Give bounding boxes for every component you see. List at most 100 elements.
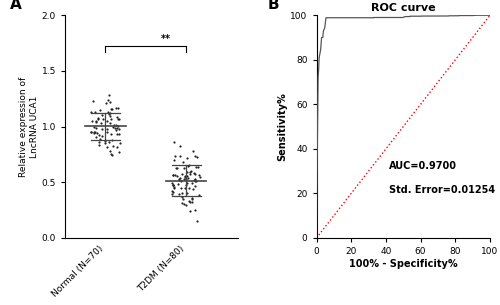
Point — [94, 117, 102, 122]
Point — [98, 127, 106, 131]
Point — [177, 179, 185, 184]
Point — [110, 124, 118, 129]
Point — [113, 126, 121, 131]
Point — [110, 122, 118, 127]
Point — [188, 181, 196, 186]
Point — [183, 180, 191, 185]
Point — [188, 199, 196, 204]
Point — [108, 138, 116, 142]
Point — [180, 165, 188, 170]
Point — [98, 133, 106, 138]
Point — [182, 174, 190, 179]
Point — [106, 99, 114, 104]
Point — [174, 177, 182, 181]
Point — [96, 107, 104, 112]
Point — [114, 117, 122, 122]
Point — [175, 192, 183, 197]
Point — [176, 154, 184, 159]
Point — [112, 131, 120, 136]
Point — [172, 174, 180, 178]
Point — [94, 116, 102, 121]
Point — [108, 152, 116, 157]
Point — [182, 176, 190, 181]
Point — [186, 200, 194, 205]
Point — [194, 155, 202, 160]
Point — [188, 197, 196, 202]
Point — [172, 165, 180, 170]
Point — [178, 200, 186, 205]
Point — [196, 173, 203, 178]
Point — [101, 141, 109, 146]
Point — [98, 120, 106, 125]
Point — [170, 157, 178, 162]
Point — [90, 131, 98, 135]
Point — [168, 183, 176, 188]
Point — [106, 149, 114, 154]
Point — [90, 125, 98, 130]
Point — [94, 140, 102, 145]
Point — [92, 135, 100, 140]
Point — [102, 138, 110, 143]
Point — [107, 152, 115, 156]
Point — [115, 149, 123, 154]
Point — [96, 132, 104, 137]
Point — [108, 106, 116, 111]
Point — [106, 110, 114, 115]
Title: ROC curve: ROC curve — [371, 3, 436, 13]
Point — [182, 174, 190, 178]
Point — [88, 129, 96, 134]
Point — [186, 198, 194, 203]
Point — [184, 163, 192, 168]
Point — [112, 128, 120, 133]
Point — [178, 190, 186, 195]
Point — [87, 129, 95, 134]
Point — [107, 132, 115, 137]
Point — [182, 174, 190, 178]
Point — [180, 177, 188, 181]
Text: B: B — [268, 0, 280, 13]
Point — [186, 168, 194, 173]
Point — [112, 114, 120, 119]
Point — [91, 109, 99, 114]
Point — [104, 97, 112, 102]
Point — [94, 131, 102, 135]
Point — [96, 136, 104, 141]
Point — [191, 178, 199, 183]
Point — [95, 143, 103, 148]
Point — [184, 156, 192, 161]
Point — [190, 170, 198, 175]
Point — [174, 181, 182, 186]
Point — [190, 172, 198, 177]
Point — [190, 207, 198, 212]
Point — [178, 186, 186, 191]
Point — [190, 178, 198, 182]
Point — [104, 129, 112, 134]
Point — [114, 106, 122, 110]
Text: Std. Error=0.01254: Std. Error=0.01254 — [390, 185, 496, 196]
Point — [188, 148, 196, 153]
Point — [103, 118, 111, 123]
Point — [176, 178, 184, 183]
Point — [186, 209, 194, 213]
Point — [90, 98, 98, 103]
Point — [105, 93, 113, 98]
Point — [184, 176, 192, 181]
Point — [180, 202, 188, 206]
Point — [188, 196, 196, 201]
Point — [178, 194, 186, 199]
Point — [115, 117, 123, 122]
Point — [115, 131, 123, 136]
Point — [192, 184, 200, 188]
Point — [168, 181, 176, 185]
X-axis label: 100% - Specificity%: 100% - Specificity% — [349, 259, 458, 269]
Point — [168, 192, 176, 197]
Point — [108, 144, 116, 149]
Point — [178, 172, 186, 177]
Point — [176, 176, 184, 181]
Point — [92, 119, 100, 124]
Point — [184, 163, 192, 167]
Point — [182, 175, 190, 180]
Point — [98, 112, 106, 117]
Point — [87, 110, 95, 115]
Point — [171, 173, 179, 178]
